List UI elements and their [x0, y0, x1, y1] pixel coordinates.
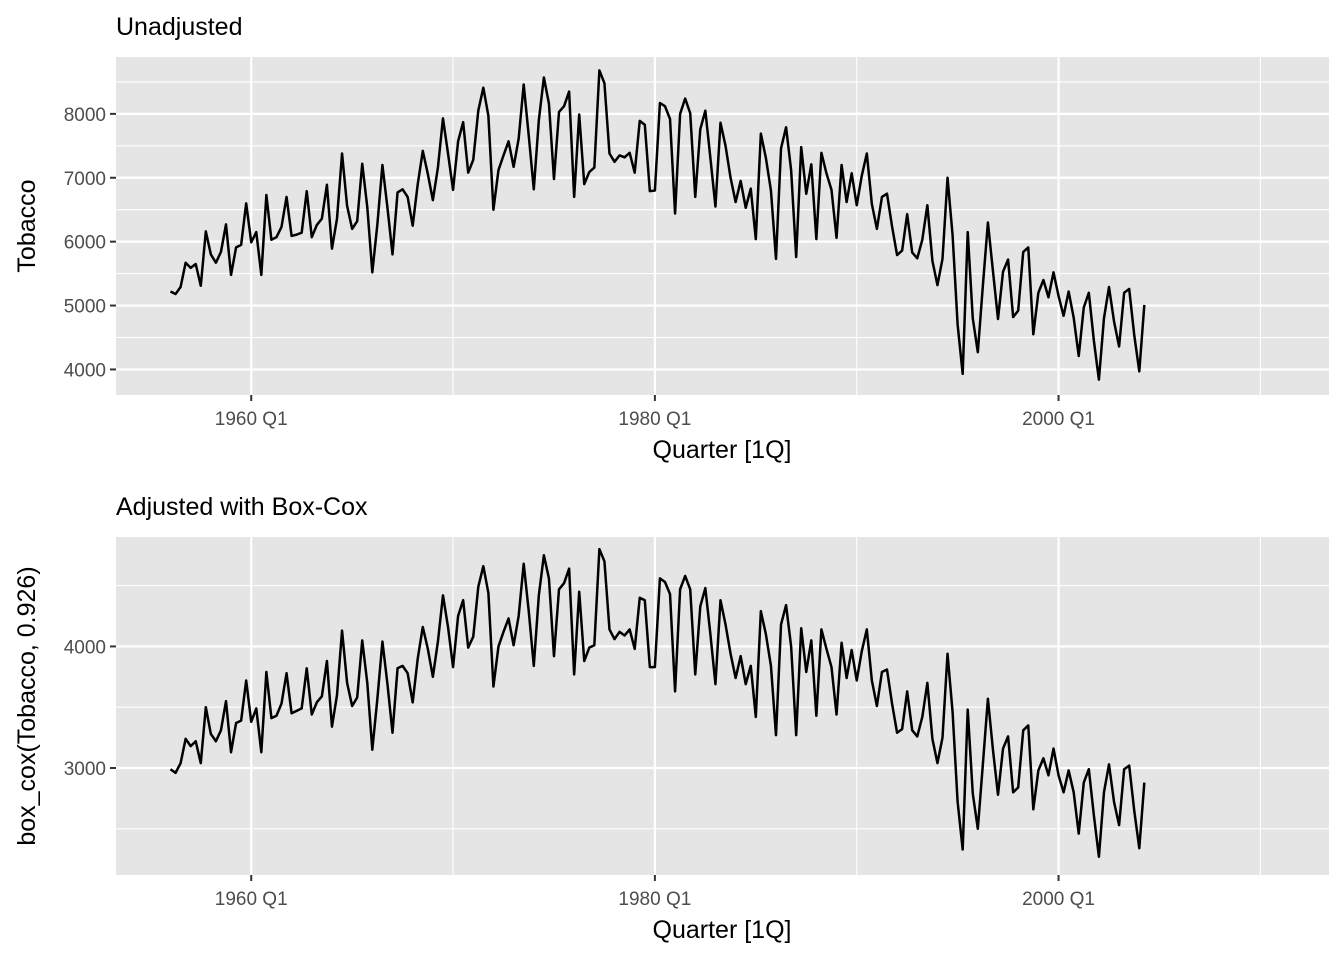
box-cox-axis-ticks: 3000 4000 1960 Q1 1980 Q1 2000 Q1	[64, 637, 1095, 910]
box-cox-chart-title: Adjusted with Box-Cox	[116, 493, 368, 521]
unadjusted-x-axis-title: Quarter [1Q]	[653, 436, 792, 464]
unadjusted-tobacco-line	[169, 69, 1146, 381]
box-cox-y-axis-title: box_cox(Tobacco, 0.926)	[13, 566, 41, 845]
unadjusted-y-tick-label: 7000	[64, 169, 106, 190]
unadjusted-y-tick-label: 6000	[64, 233, 106, 254]
box-cox-plot-background	[116, 537, 1329, 875]
box-cox-x-tick-label: 1960 Q1	[215, 889, 288, 910]
unadjusted-chart-title: Unadjusted	[116, 13, 242, 41]
box-cox-panel: Adjusted with Box-Cox 3000 4000 1960 Q1 198…	[13, 493, 1329, 944]
box-cox-y-tick-label: 4000	[64, 637, 106, 658]
box-cox-x-axis-title: Quarter [1Q]	[653, 916, 792, 944]
unadjusted-x-tick-label: 1980 Q1	[618, 409, 691, 430]
box-cox-tobacco-line	[169, 547, 1146, 859]
unadjusted-panel: Unadjusted 4000 5000 6000 7000 8000 1960 Q1 19…	[13, 13, 1329, 464]
unadjusted-y-axis-title: Tobacco	[13, 179, 41, 272]
box-cox-x-tick-label: 1980 Q1	[618, 889, 691, 910]
unadjusted-plot-background	[116, 57, 1329, 395]
unadjusted-axis-ticks: 4000 5000 6000 7000 8000 1960 Q1 1980 Q1 2000 Q…	[64, 105, 1095, 430]
unadjusted-x-tick-label: 1960 Q1	[215, 409, 288, 430]
box-cox-y-tick-label: 3000	[64, 759, 106, 780]
unadjusted-gridlines	[116, 57, 1329, 395]
unadjusted-x-tick-label: 2000 Q1	[1022, 409, 1095, 430]
unadjusted-y-tick-label: 5000	[64, 297, 106, 318]
unadjusted-y-tick-label: 4000	[64, 360, 106, 381]
box-cox-x-tick-label: 2000 Q1	[1022, 889, 1095, 910]
unadjusted-y-tick-label: 8000	[64, 105, 106, 126]
